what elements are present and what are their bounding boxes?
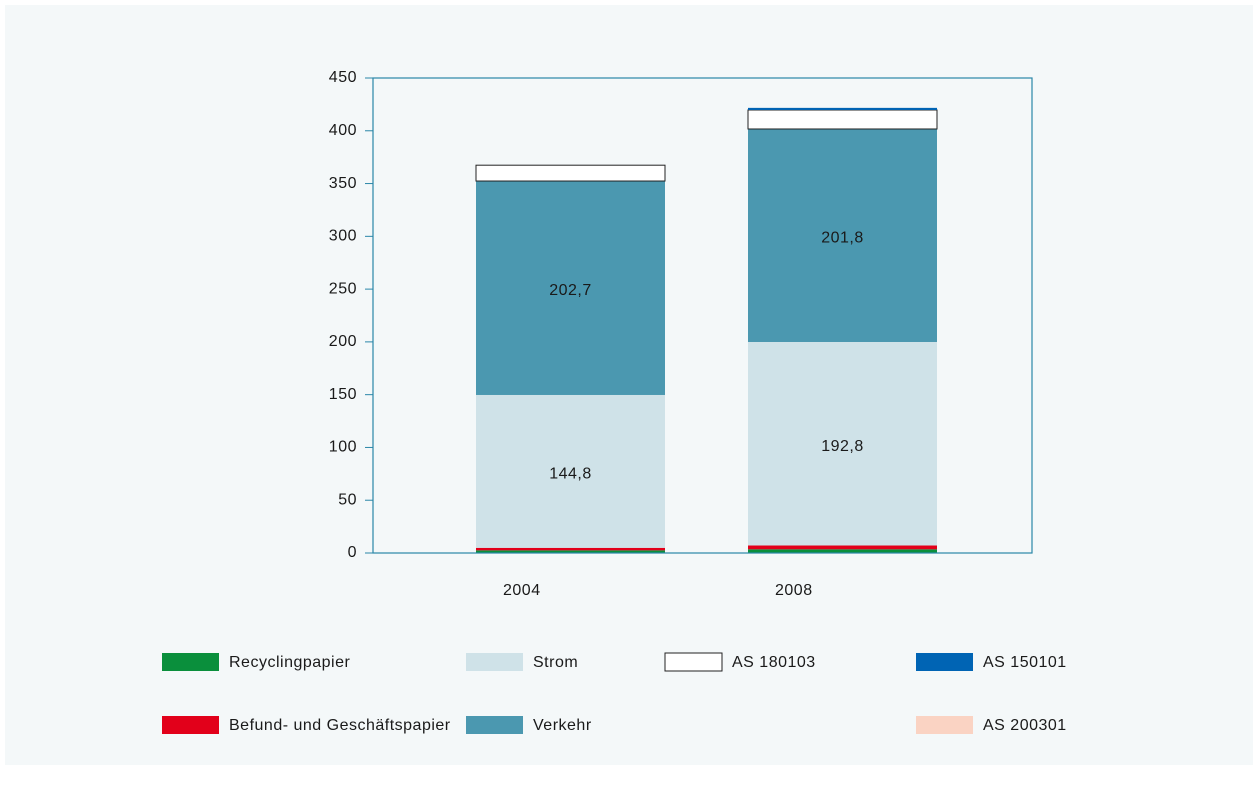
y-tick-label: 150 [329,386,357,403]
bar-segment [748,107,937,110]
legend-label: Strom [533,654,578,671]
y-tick-label: 350 [329,175,357,192]
bar-segment [475,164,666,182]
bar-segment [476,394,665,548]
bar-segment [748,341,937,546]
bar-segment [476,550,665,553]
legend-swatch [916,653,973,671]
data-label: 202,7 [549,282,592,299]
y-tick-label: 400 [329,122,357,139]
data-label: 201,8 [821,230,864,247]
y-tick-label: 0 [348,544,357,561]
y-tick-label: 100 [329,439,357,456]
x-tick-label: 2008 [775,582,813,599]
legend-swatch [466,653,523,671]
legend-label: Befund- und Geschäftspapier [229,717,451,734]
legend-swatch [466,716,523,734]
bar-segment [476,181,665,395]
bar-segment [748,549,937,553]
legend-label: Verkehr [533,717,592,734]
legend-label: Recycling­papier [229,654,351,671]
x-tick-label: 2004 [503,582,541,599]
bar-segment [748,128,937,342]
y-tick-label: 50 [338,491,357,508]
data-label: 192,8 [821,438,864,455]
y-tick-label: 250 [329,280,357,297]
legend-swatch [162,653,219,671]
legend-label: AS 150101 [983,654,1067,671]
y-tick-label: 450 [329,69,357,86]
y-tick-label: 200 [329,333,357,350]
bar-segment [748,545,937,550]
data-label: 144,8 [549,466,592,483]
bar-segment [476,547,665,551]
y-tick-label: 300 [329,228,357,245]
bar-segment [747,109,938,130]
legend-swatch [916,716,973,734]
legend-label: AS 180103 [732,654,816,671]
plot-frame [372,77,1033,554]
legend-swatch [162,716,219,734]
legend-label: AS 200301 [983,717,1067,734]
legend-swatch [664,652,723,672]
